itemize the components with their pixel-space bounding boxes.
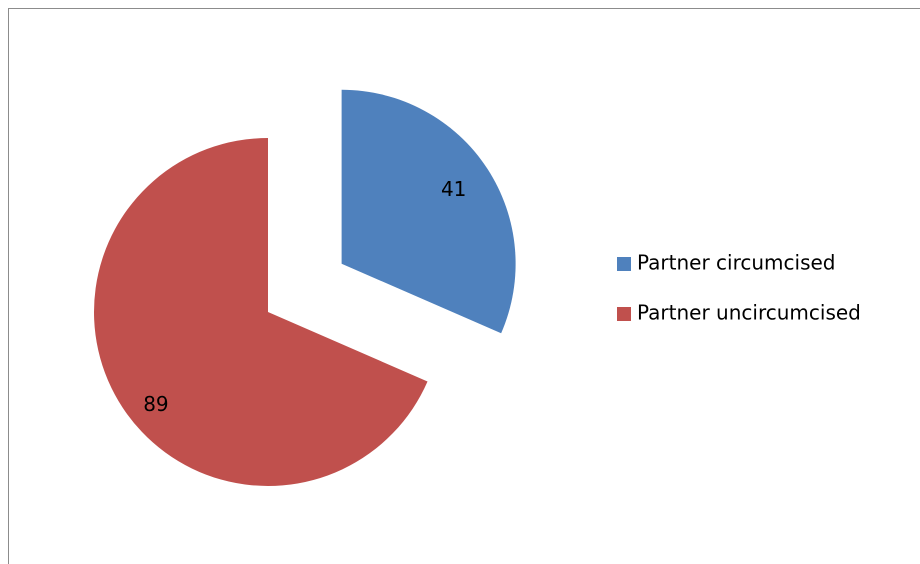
pie-slice	[341, 89, 516, 334]
data-label: 41	[441, 177, 466, 201]
legend-label: Partner uncircumcised	[637, 301, 861, 325]
data-label: 89	[143, 392, 168, 416]
pie-slice	[94, 138, 428, 486]
legend-swatch	[617, 307, 631, 321]
legend-swatch	[617, 257, 631, 271]
legend-label: Partner circumcised	[637, 251, 836, 275]
